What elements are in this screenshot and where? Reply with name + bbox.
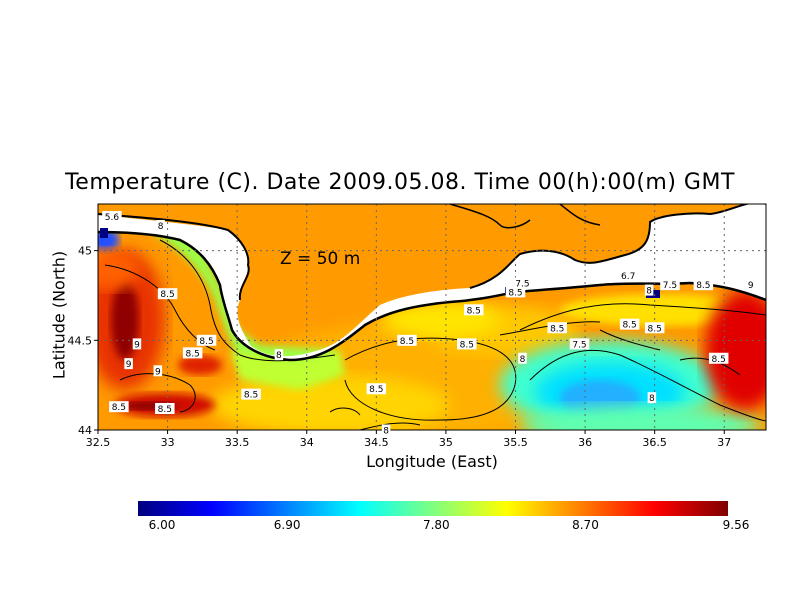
x-tick-label: 36 <box>578 436 592 449</box>
contour-label-bg <box>124 358 133 370</box>
x-tick-label: 35 <box>439 436 453 449</box>
contour-label: 9 <box>126 360 132 370</box>
contour-label: 8.5 <box>550 324 564 334</box>
contour-label: 8.5 <box>400 337 414 347</box>
contour-label-bg <box>569 338 590 350</box>
x-tick-label: 36.5 <box>642 436 667 449</box>
contour-label-bg <box>155 402 175 414</box>
contour-label: 8.5 <box>185 349 199 359</box>
contour-label-bg <box>464 304 484 316</box>
colorbar-label: 6.90 <box>273 518 301 532</box>
contour-label-bg <box>397 334 417 346</box>
contour-label: 8 <box>383 427 389 437</box>
contour-label: 8.5 <box>712 355 726 365</box>
y-axis-label: Latitude (North) <box>49 250 69 380</box>
contour-label: 8.5 <box>199 337 213 347</box>
contour-label-bg <box>518 352 527 364</box>
contour-label-bg <box>547 322 567 334</box>
contour-label-bg <box>102 211 122 223</box>
contour-label: 8.5 <box>158 405 172 415</box>
contour-label-bg <box>505 286 526 298</box>
colorbar-label: 9.56 <box>722 518 750 532</box>
contour-label: 8 <box>276 351 282 361</box>
contour-label-bg <box>693 279 714 291</box>
y-tick-label: 44 <box>78 424 92 437</box>
contour-label-bg <box>708 352 729 364</box>
temperature-field <box>98 204 766 430</box>
x-tick-label: 33 <box>161 436 175 449</box>
depth-annotation: Z = 50 m <box>280 249 360 269</box>
contour-label: 7.5 <box>663 281 677 291</box>
colorbar-label: 6.00 <box>148 518 176 532</box>
contour-label-bg <box>241 388 261 400</box>
contour-label: 9 <box>155 367 161 377</box>
y-tick-label: 45 <box>78 245 92 258</box>
contour-label-bg <box>619 318 640 330</box>
contour-label-bg <box>196 334 217 346</box>
contour-label: 7.5 <box>572 340 586 350</box>
contour-label-bg <box>109 401 129 413</box>
colorbar-label: 8.70 <box>572 518 599 532</box>
contour-label: 8.5 <box>696 281 710 291</box>
x-tick-label: 35.5 <box>503 436 528 449</box>
contour-label-bg <box>366 383 387 395</box>
cold-spot <box>100 228 108 238</box>
contour-label: 8.5 <box>112 403 126 413</box>
contour-label: 6.7 <box>621 272 635 282</box>
contour-label-bg <box>618 270 638 282</box>
contour-label-bg <box>156 220 165 232</box>
map-grid <box>98 204 766 430</box>
chart-title: Temperature (C). Date 2009.05.08. Time 0… <box>65 170 735 195</box>
x-tick-label: 34.5 <box>364 436 389 449</box>
colorbar-label: 7.80 <box>422 518 450 532</box>
contour-label: 8 <box>158 222 164 232</box>
contour-label: 8.5 <box>648 324 662 334</box>
land-mass <box>98 204 766 360</box>
contour-label-bg <box>457 338 477 350</box>
x-axis-label: Longitude (East) <box>366 452 498 471</box>
x-tick-label: 32.5 <box>86 436 111 449</box>
plot-frame <box>97 203 767 431</box>
contour-label-bg <box>512 277 533 289</box>
contour-label: 9 <box>134 340 140 350</box>
contour-label-bg <box>644 284 654 296</box>
contour-label: 8.5 <box>369 385 383 395</box>
contour-label-bg <box>381 424 391 436</box>
contour-label: 8.5 <box>508 288 522 298</box>
contour-label-bg <box>746 279 755 291</box>
contour-label: 8 <box>649 394 655 404</box>
contour-label: 8 <box>520 355 526 365</box>
x-tick-label: 34 <box>300 436 314 449</box>
contour-label: 8.5 <box>160 290 174 300</box>
contour-label-bg <box>644 322 665 334</box>
contour-label: 7.5 <box>515 279 529 289</box>
y-tick-label: 44.5 <box>68 334 93 347</box>
contour-label-bg <box>182 347 203 359</box>
contour-label: 8.5 <box>622 321 636 331</box>
contour-label: 5.6 <box>105 213 120 223</box>
contour-label: 8.5 <box>467 306 481 316</box>
contour-label-bg <box>153 365 163 377</box>
contour-label: 8 <box>646 287 652 297</box>
contour-label-bg <box>157 288 178 300</box>
x-tick-label: 37 <box>717 436 731 449</box>
contour-label-bg <box>132 338 142 350</box>
contour-label-bg <box>660 279 680 291</box>
colorbar <box>138 501 728 516</box>
contour-label-bg <box>647 392 657 404</box>
axis-ticks: 32.5 33 33.5 34 34.5 35 35.5 36 36.5 37 44 44.5 45 <box>68 245 732 449</box>
contour-label: 9 <box>748 281 754 291</box>
x-tick-label: 33.5 <box>225 436 250 449</box>
coastline <box>98 204 766 362</box>
contour-label: 8.5 <box>460 340 474 350</box>
contour-label-bg <box>274 349 284 361</box>
contour-label: 8.5 <box>244 391 258 401</box>
